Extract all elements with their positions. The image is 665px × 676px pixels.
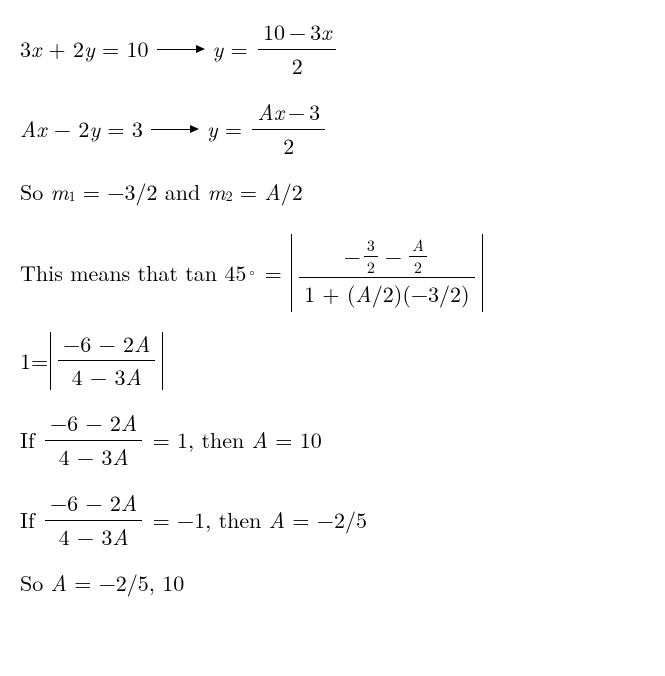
- abs-expression: −6 − 2A 4 − 3A: [48, 332, 165, 390]
- text: , then: [188, 426, 252, 455]
- eq1-rhs-frac: 10−3x 2: [258, 18, 336, 80]
- equation-1: 3x + 2y = 10 y = 10−3x 2: [20, 18, 645, 80]
- subscript: 2: [226, 187, 233, 205]
- small-frac-1: 32: [364, 237, 378, 276]
- frac: −6 − 2A 4 − 3A: [45, 489, 142, 551]
- values: = −2/5, 10: [67, 569, 184, 598]
- value: −3/2: [107, 178, 157, 207]
- big-frac: − 32 − A2 1 + (A/2)(−3/2): [299, 237, 475, 309]
- text: If: [20, 506, 42, 535]
- arrow-icon: [151, 125, 199, 133]
- small-frac-2: A2: [409, 237, 427, 276]
- eq2-rhs-y: y =: [207, 115, 249, 144]
- text: This means that: [20, 259, 185, 288]
- var-A: A: [269, 506, 285, 535]
- arrow-icon: [157, 45, 205, 53]
- var-m: m: [208, 178, 226, 207]
- final-answer: So A = −2/5, 10: [20, 569, 645, 598]
- abs-expression: − 32 − A2 1 + (A/2)(−3/2): [289, 234, 485, 312]
- degree-mark: ◦: [246, 262, 257, 280]
- case-1: If −6 − 2A 4 − 3A = 1 , then A = 10: [20, 409, 645, 471]
- var-m: m: [51, 178, 69, 207]
- step-simplified: 1= −6 − 2A 4 − 3A: [20, 331, 645, 391]
- answer: = 10: [268, 426, 322, 455]
- equals: =: [257, 259, 289, 288]
- frac: −6 − 2A 4 − 3A: [45, 409, 142, 471]
- tangent-line: This means that tan 45◦ = − 32 − A2 1 + …: [20, 233, 645, 313]
- text: =: [233, 178, 265, 207]
- text: , then: [205, 506, 269, 535]
- eq2-lhs: Ax − 2y = 3: [20, 115, 143, 144]
- eqval: = 1: [145, 426, 188, 455]
- var-A: A: [51, 569, 67, 598]
- lhs: 1=: [20, 347, 48, 376]
- eqval: = −1: [145, 506, 205, 535]
- answer: = −2/5: [285, 506, 367, 535]
- text: So: [20, 569, 51, 598]
- frac: −6 − 2A 4 − 3A: [58, 330, 155, 392]
- value: A/2: [264, 178, 302, 207]
- equation-2: Ax − 2y = 3 y = Ax−3 2: [20, 98, 645, 160]
- case-2: If −6 − 2A 4 − 3A = −1 , then A = −2/5: [20, 489, 645, 551]
- eq2-rhs-frac: Ax−3 2: [252, 98, 325, 160]
- eq1-lhs: 3x + 2y = 10: [20, 35, 149, 64]
- var-A: A: [252, 426, 268, 455]
- text: and: [157, 178, 207, 207]
- slopes-line: So m1 = −3/2 and m2 = A/2: [20, 178, 645, 207]
- text: If: [20, 426, 42, 455]
- text: So: [20, 178, 51, 207]
- tan: tan 45: [185, 259, 246, 288]
- subscript: 1: [69, 187, 76, 205]
- text: =: [76, 178, 108, 207]
- eq1-rhs-y: y =: [213, 35, 255, 64]
